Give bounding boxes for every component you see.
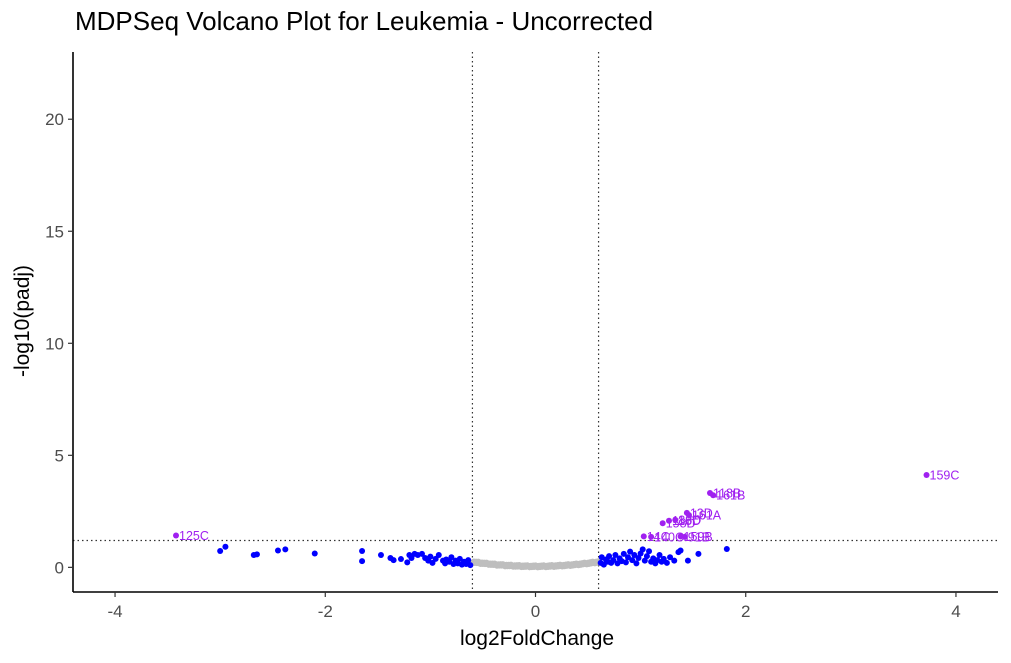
fold-change-point <box>723 545 730 552</box>
chart-title: MDPSeq Volcano Plot for Leukemia - Uncor… <box>75 6 654 36</box>
fold-change-point <box>408 554 415 561</box>
fold-change-point <box>646 548 653 555</box>
significant-point <box>648 533 655 540</box>
fold-change-point <box>610 557 617 564</box>
fold-change-point <box>429 559 436 566</box>
significant-point <box>681 533 688 540</box>
fold-change-point <box>435 552 442 559</box>
fold-change-point <box>622 559 629 566</box>
significant-point <box>665 517 672 524</box>
y-tick-label: 10 <box>45 334 64 353</box>
fold-change-point <box>274 547 281 554</box>
fold-change-point <box>253 551 260 558</box>
fold-change-point <box>625 554 631 561</box>
y-axis-title: -log10(padj) <box>11 265 34 377</box>
fold-change-point <box>639 546 646 553</box>
fold-change-point <box>667 554 674 561</box>
fold-change-point <box>390 557 397 564</box>
point-label: 13D <box>690 506 713 520</box>
fold-change-point <box>684 557 691 564</box>
significant-point <box>923 472 930 479</box>
fold-change-point <box>620 550 627 557</box>
fold-change-point <box>695 550 702 557</box>
x-tick-label: -2 <box>318 602 333 621</box>
fold-change-point <box>660 555 667 562</box>
fold-change-point <box>631 552 638 559</box>
fold-change-point <box>629 557 636 564</box>
significant-point <box>710 492 717 499</box>
fold-change-point <box>311 550 318 557</box>
x-tick-label: 4 <box>951 602 960 621</box>
threshold-lines <box>73 52 998 592</box>
fold-change-point <box>465 557 472 564</box>
fold-change-point <box>606 553 613 560</box>
x-ticks: -4 -2 0 2 4 <box>107 592 961 621</box>
fold-change-point <box>397 556 404 563</box>
significant-point <box>672 516 679 523</box>
fold-change-points <box>217 543 730 569</box>
point-label: 161B <box>716 489 745 503</box>
fold-change-point <box>671 557 678 564</box>
significant-point <box>173 532 180 539</box>
y-tick-label: 5 <box>55 446 64 465</box>
point-label: 159B <box>684 530 713 544</box>
point-label: 86D <box>678 513 701 527</box>
fold-change-point <box>627 548 634 555</box>
fold-change-point <box>418 550 425 557</box>
fold-change-point <box>448 554 455 561</box>
significant-point <box>685 512 692 519</box>
x-tick-label: 2 <box>741 602 750 621</box>
significant-point <box>640 533 647 540</box>
fold-change-point <box>427 553 434 560</box>
fold-change-point <box>222 543 229 550</box>
point-label: 158D <box>666 517 696 531</box>
fold-change-point <box>404 559 411 566</box>
point-label: 140C <box>654 530 684 544</box>
fold-change-point <box>359 558 366 565</box>
point-label: 118B <box>713 486 741 500</box>
not-significant-points <box>469 558 602 571</box>
fold-change-point <box>600 561 607 568</box>
fold-change-point <box>663 559 670 566</box>
fold-change-point <box>456 555 463 562</box>
x-axis-title: log2FoldChange <box>460 627 614 650</box>
fold-change-point <box>677 547 684 554</box>
y-tick-label: 15 <box>45 222 64 241</box>
point-label: 91B <box>688 530 710 544</box>
fold-change-point <box>612 552 619 559</box>
fold-change-point <box>217 547 224 554</box>
x-tick-label: -4 <box>107 602 122 621</box>
fold-change-point <box>643 553 650 560</box>
significant-points <box>173 472 930 540</box>
point-label: 125C <box>179 529 209 543</box>
fold-change-point <box>359 547 366 554</box>
fold-change-point <box>656 552 663 559</box>
point-label: 14C <box>647 530 670 544</box>
y-tick-label: 0 <box>55 558 64 577</box>
fold-change-point <box>633 560 640 567</box>
fold-change-point <box>641 557 648 564</box>
significant-point <box>659 520 666 527</box>
fold-change-point <box>467 562 474 569</box>
point-label: 159C <box>930 469 960 483</box>
y-ticks: 0 5 10 15 20 <box>45 110 73 577</box>
fold-change-point <box>282 546 289 553</box>
axes <box>72 52 998 593</box>
x-tick-label: 0 <box>531 602 540 621</box>
point-label: 118D <box>672 514 701 528</box>
y-tick-label: 20 <box>45 110 64 129</box>
fold-change-point <box>377 552 384 559</box>
point-label: 161A <box>692 509 722 523</box>
fold-change-point <box>635 554 642 561</box>
